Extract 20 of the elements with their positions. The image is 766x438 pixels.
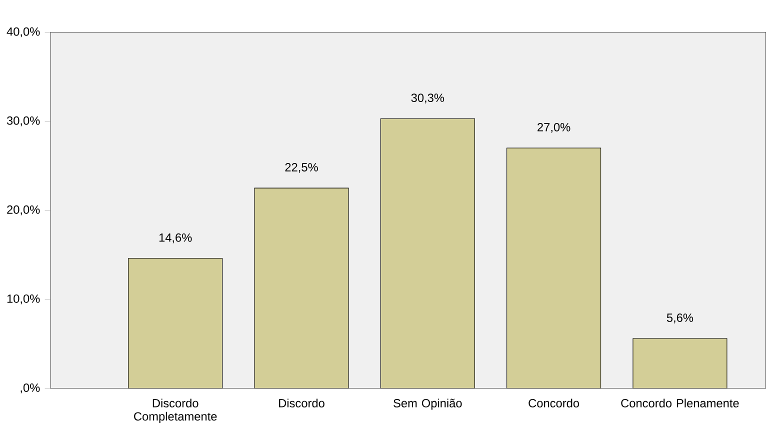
data-label: 5,6% (666, 313, 694, 324)
x-tick-label: Concordo Plenamente (621, 398, 739, 408)
bar (506, 148, 602, 388)
bar (254, 188, 349, 388)
data-label: 14,6% (159, 233, 192, 244)
y-tick-label: 30,0% (6, 116, 40, 126)
y-tick-label: 20,0% (7, 205, 40, 216)
data-label: 27,0% (538, 122, 570, 133)
data-label: 22,5% (285, 162, 318, 173)
x-tick-label: Discordo Completamente (134, 398, 217, 423)
bar (632, 338, 728, 388)
y-tick-label: ,0% (20, 383, 40, 394)
x-tick-label: Sem Opinião (394, 398, 462, 410)
y-tick-label: 40,0% (6, 27, 40, 38)
bar (380, 118, 475, 388)
x-tick-label: Discordo (279, 398, 324, 408)
data-label: 30,3% (411, 93, 444, 104)
y-tick-label: 10,0% (7, 294, 40, 304)
bar (128, 258, 223, 388)
x-tick-label: Concordo (528, 398, 580, 408)
